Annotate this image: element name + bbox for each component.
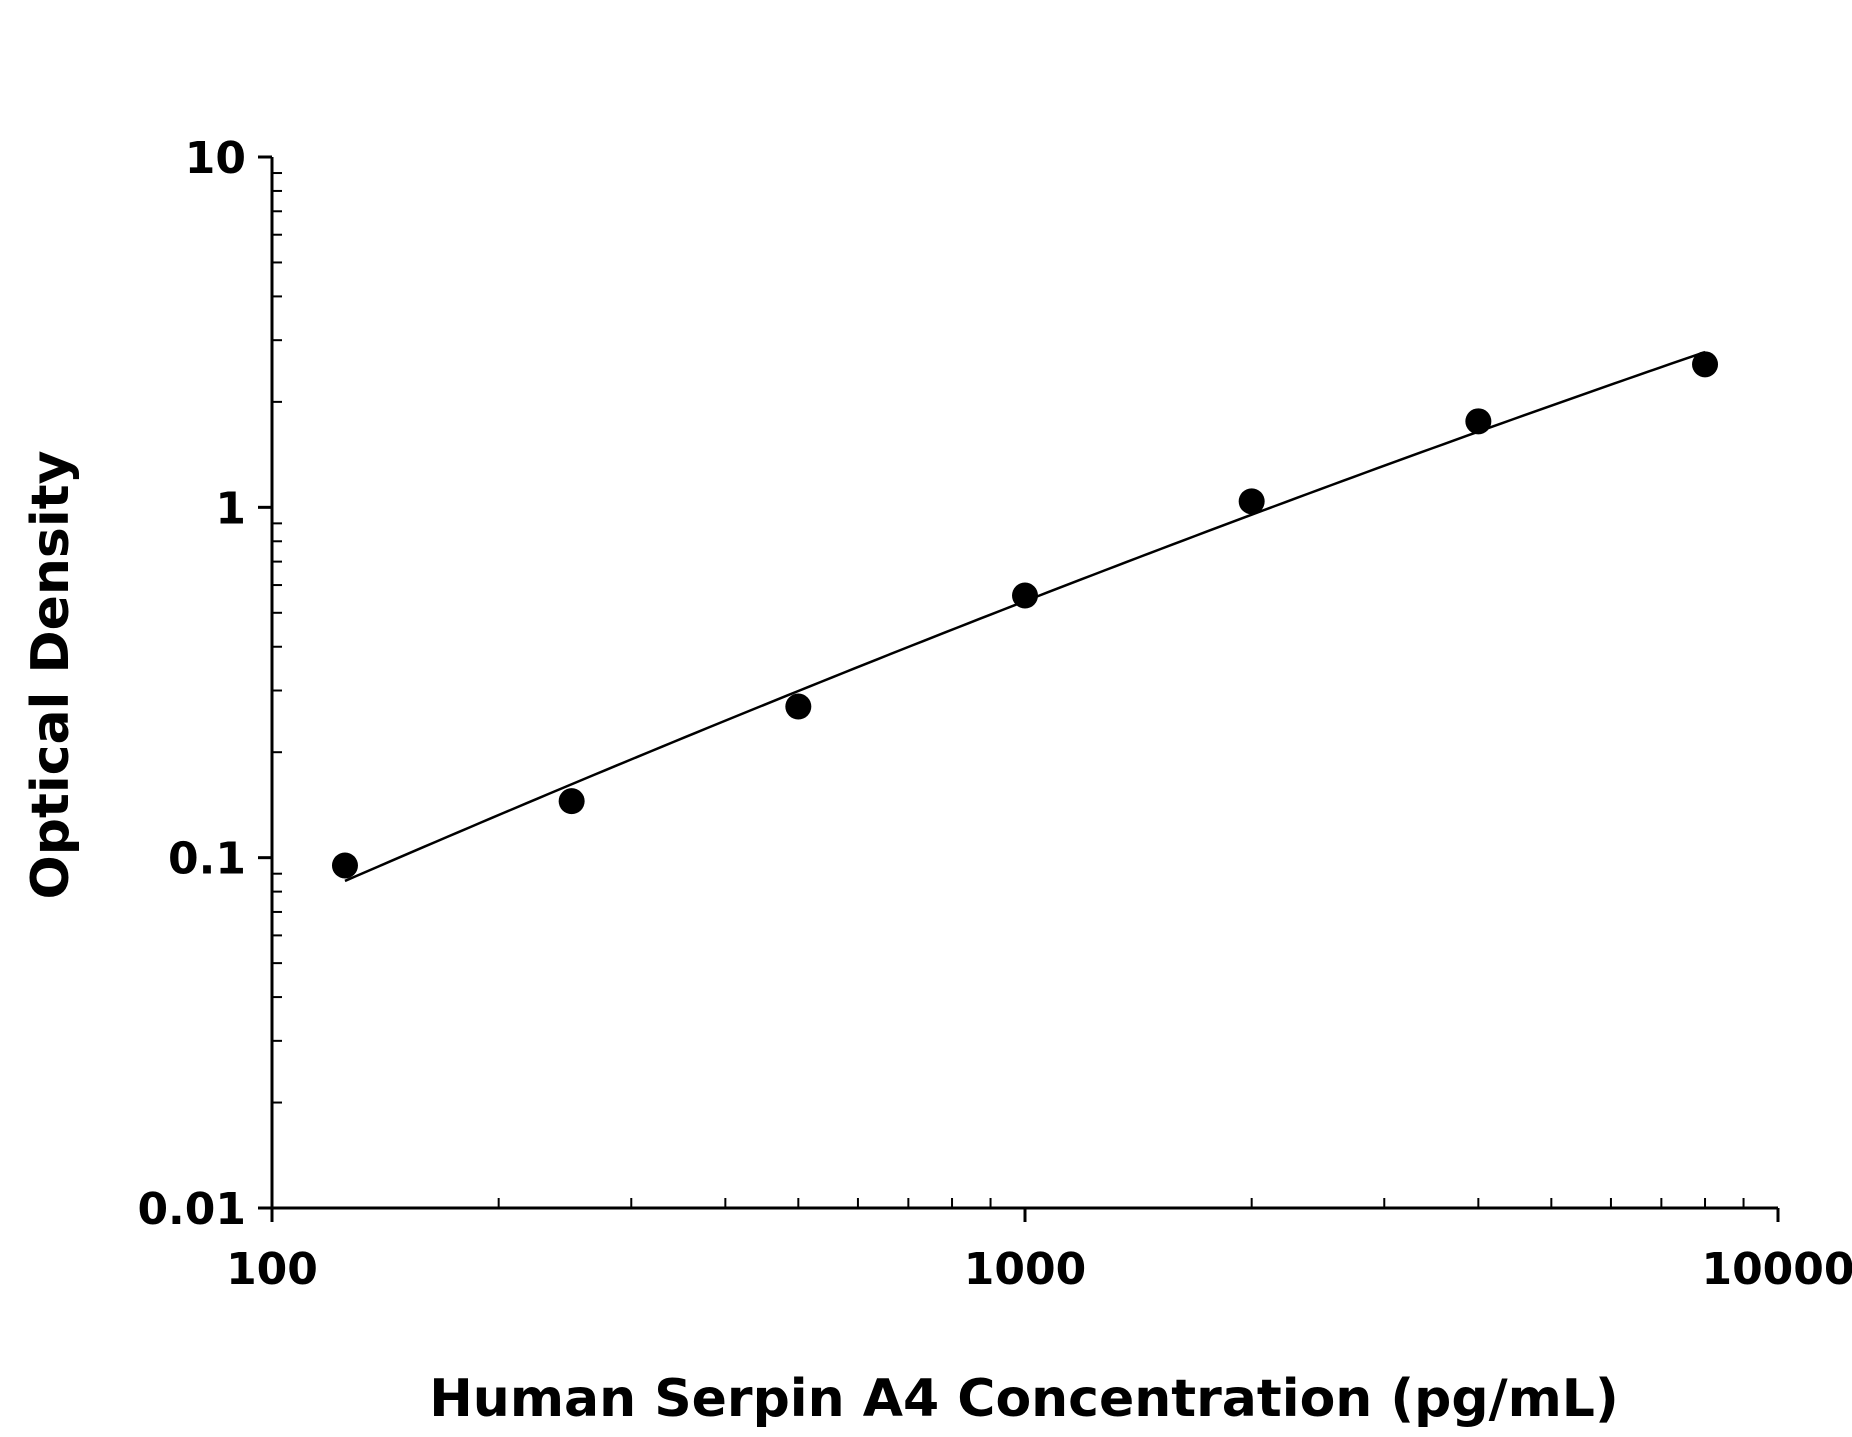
- y-tick-label: 0.1: [168, 834, 246, 885]
- fit-curve: [344, 350, 1706, 883]
- data-point: [331, 852, 358, 879]
- data-point: [1692, 351, 1719, 378]
- data-point: [1238, 488, 1265, 515]
- fit-curve-layer: [344, 350, 1706, 883]
- data-point: [785, 693, 812, 720]
- tick-labels: 0.01 0.1 1 10 100 1000 10000: [137, 133, 1852, 1295]
- axes: [270, 157, 1778, 1210]
- data-points: [331, 351, 1719, 879]
- y-tick-label: 1: [215, 483, 246, 534]
- data-point: [1012, 582, 1038, 609]
- y-tick-label: 10: [185, 133, 246, 184]
- y-axis-title: Optical Density: [21, 451, 81, 900]
- x-tick-label: 10000: [1701, 1244, 1852, 1295]
- data-point: [1465, 408, 1492, 435]
- data-point: [558, 788, 585, 815]
- x-tick-label: 100: [226, 1244, 318, 1295]
- x-axis-title: Human Serpin A4 Concentration (pg/mL): [429, 1369, 1618, 1429]
- ticks: [258, 155, 1780, 1222]
- y-tick-label: 0.01: [137, 1184, 246, 1235]
- x-tick-label: 1000: [964, 1244, 1086, 1295]
